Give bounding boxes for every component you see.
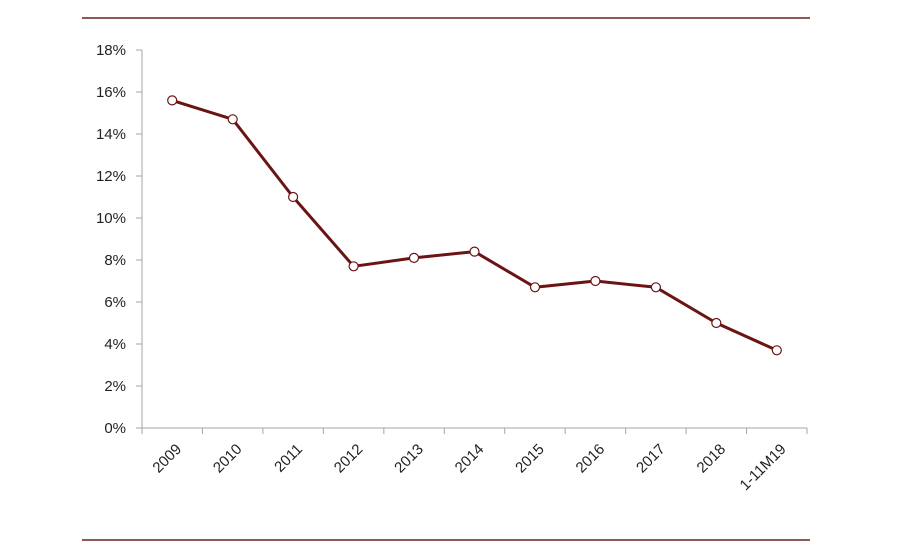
data-point	[469, 246, 480, 257]
y-tick-label: 12%	[96, 168, 126, 185]
series-line	[170, 98, 779, 352]
x-axis: 2009 2010 2011 2012 2013 2014 2015 2016 2017 2018…	[141, 427, 808, 494]
x-tick-label: 2013	[391, 441, 427, 477]
data-point	[408, 252, 420, 263]
data-point	[711, 317, 722, 329]
data-point	[590, 275, 601, 287]
y-tick-label: 2%	[104, 378, 126, 395]
data-point	[167, 95, 178, 106]
x-tick-label: 2018	[694, 441, 730, 477]
y-tick-label: 0%	[104, 420, 126, 437]
data-point	[227, 114, 238, 125]
data-point	[288, 191, 299, 203]
y-tick-label: 14%	[96, 126, 126, 143]
data-point	[771, 345, 782, 356]
data-point	[529, 282, 541, 293]
y-tick-label: 10%	[96, 210, 126, 227]
x-tick-label: 1-11M19	[737, 441, 790, 494]
series	[167, 95, 782, 356]
x-tick-label: 2015	[512, 441, 548, 477]
data-point	[650, 282, 662, 293]
x-tick-label: 2010	[210, 441, 246, 477]
x-tick-label: 2017	[633, 441, 669, 477]
data-point	[348, 261, 359, 272]
y-tick-label: 6%	[104, 294, 126, 311]
x-tick-label: 2012	[331, 441, 367, 477]
y-tick-label: 18%	[96, 42, 126, 59]
x-tick-label: 2011	[271, 441, 306, 476]
y-axis: 0% 2% 4% 6% 8% 10% 12% 14% 16% 18%	[96, 42, 143, 437]
x-tick-label: 2014	[452, 441, 488, 477]
x-tick-label: 2016	[573, 441, 609, 477]
y-tick-label: 16%	[96, 84, 126, 101]
x-tick-label: 2009	[149, 441, 185, 477]
y-tick-label: 8%	[104, 252, 126, 269]
y-tick-label: 4%	[104, 336, 126, 353]
